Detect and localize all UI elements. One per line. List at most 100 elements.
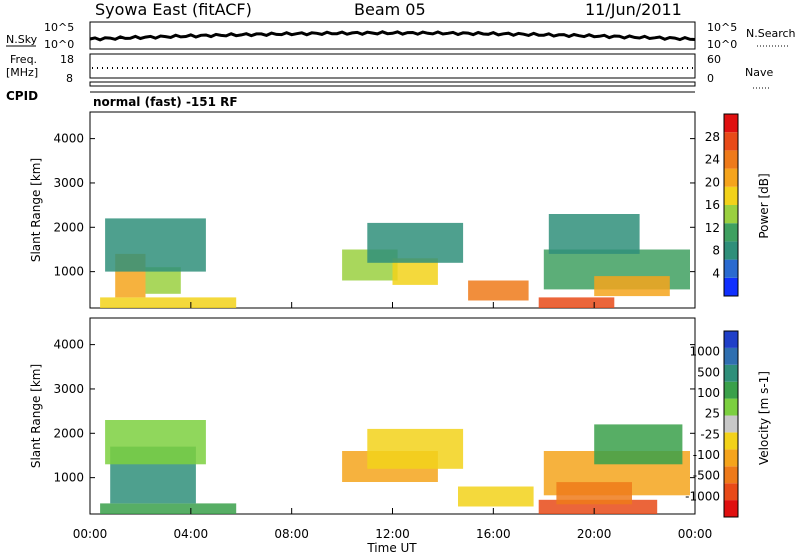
- nsky-label: N.Sky: [6, 33, 38, 46]
- nsearch-label: N.Search: [746, 27, 796, 40]
- colorbar-frame: [723, 113, 739, 297]
- cpid-value: normal (fast) -151 RF: [93, 95, 238, 109]
- y-tick-label: 4000: [53, 338, 84, 352]
- colorbar-tick-label: 1000: [689, 345, 720, 359]
- velocity-colorbar-label: Velocity [m s-1]: [757, 371, 771, 465]
- power-colorbar: 4 8 12 16 20 24 28: [705, 113, 739, 297]
- echo-region: [105, 420, 206, 465]
- echo-region: [367, 428, 464, 469]
- echo-region: [367, 222, 464, 263]
- nsky-tick-high: 10^5: [44, 21, 74, 34]
- nsearch-tick-low: 10^0: [707, 38, 737, 51]
- colorbar-swatch: [724, 381, 738, 399]
- echo-region: [556, 482, 632, 505]
- echo-region: [538, 297, 615, 308]
- power-ylabel: Slant Range [km]: [29, 158, 43, 262]
- y-tick-label: 1000: [53, 471, 84, 485]
- colorbar-tick-label: 4: [712, 266, 720, 280]
- x-tick-label: 20:00: [577, 527, 612, 541]
- date-label: 11/Jun/2011: [585, 0, 682, 19]
- colorbar-swatch: [724, 277, 738, 296]
- nave-tick-high: 60: [707, 53, 721, 66]
- colorbar-swatch: [724, 241, 738, 260]
- colorbar-tick-label: 20: [705, 175, 720, 189]
- x-tick-label: 08:00: [274, 527, 309, 541]
- echo-region: [145, 267, 181, 294]
- colorbar-tick-label: 12: [705, 221, 720, 235]
- colorbar-swatch: [724, 398, 738, 416]
- cpid-bar: [89, 81, 696, 87]
- colorbar-tick-label: 500: [697, 365, 720, 379]
- colorbar-swatch: [724, 186, 738, 205]
- x-ticks: 00:00 04:00 08:00 12:00 16:00 20:00 00:00: [73, 302, 713, 541]
- freq-panel-frame: [89, 53, 696, 79]
- echo-region: [458, 486, 534, 507]
- freq-tick-low: 8: [66, 72, 73, 85]
- colorbar-frame: [723, 330, 739, 518]
- freq-label: Freq.: [10, 53, 37, 66]
- y-tick-label: 2000: [53, 426, 84, 440]
- echo-region: [594, 424, 683, 465]
- colorbar-tick-label: 28: [705, 130, 720, 144]
- freq-units-label: [MHz]: [6, 66, 38, 79]
- x-tick-label: 00:00: [678, 527, 713, 541]
- freq-tick-high: 18: [60, 53, 74, 66]
- power-panel: 1000 2000 3000 4000 Slant Range [km]: [29, 111, 696, 309]
- colorbar-swatch: [724, 150, 738, 169]
- power-regions: [100, 214, 690, 308]
- x-tick-label: 04:00: [174, 527, 209, 541]
- colorbar-swatch: [724, 432, 738, 450]
- nave-label: Nave: [745, 66, 773, 79]
- echo-region: [548, 214, 640, 254]
- velocity-panel: 1000 2000 3000 4000 Slant Range [km]: [29, 317, 696, 515]
- colorbar-swatch: [724, 331, 738, 348]
- colorbar-tick-label: 24: [705, 153, 720, 167]
- colorbar-swatch: [724, 259, 738, 278]
- colorbar-swatch: [724, 483, 738, 501]
- echo-region: [100, 297, 237, 308]
- colorbar-swatch: [724, 132, 738, 151]
- station-title: Syowa East (fitACF): [95, 0, 252, 19]
- echo-region: [100, 503, 237, 514]
- colorbar-swatch: [724, 347, 738, 365]
- x-tick-label: 12:00: [375, 527, 410, 541]
- x-axis-label: Time UT: [366, 541, 417, 554]
- colorbar-swatch: [724, 415, 738, 433]
- colorbar-swatch: [724, 168, 738, 187]
- nsky-panel-frame: [89, 21, 696, 50]
- colorbar-tick-label: -25: [700, 427, 720, 441]
- y-tick-label: 2000: [53, 220, 84, 234]
- nsky-tick-low: 10^0: [44, 38, 74, 51]
- colorbar-swatch: [724, 205, 738, 224]
- echo-region: [105, 218, 206, 272]
- colorbar-tick-label: 25: [705, 407, 720, 421]
- y-tick-label: 3000: [53, 176, 84, 190]
- colorbar-tick-label: 16: [705, 198, 720, 212]
- colorbar-tick-label: -1000: [685, 489, 720, 503]
- nsky-trace: [89, 30, 696, 42]
- beam-label: Beam 05: [354, 0, 426, 19]
- colorbar-swatch: [724, 223, 738, 242]
- velocity-ylabel: Slant Range [km]: [29, 364, 43, 468]
- colorbar-swatch: [724, 500, 738, 517]
- velocity-colorbar: -1000 -500 -100 -25 25 100 500 1000: [685, 330, 739, 518]
- echo-region: [594, 276, 670, 297]
- echo-region: [468, 280, 529, 301]
- velocity-yticks: 1000 2000 3000 4000: [53, 338, 695, 485]
- x-tick-label: 16:00: [476, 527, 511, 541]
- colorbar-swatch: [724, 114, 738, 133]
- y-tick-label: 1000: [53, 265, 84, 279]
- x-tick-label: 00:00: [73, 527, 108, 541]
- nave-tick-low: 0: [707, 72, 714, 85]
- colorbar-tick-label: -100: [693, 448, 720, 462]
- colorbar-tick-label: 100: [697, 386, 720, 400]
- colorbar-swatch: [724, 449, 738, 467]
- colorbar-tick-label: -500: [693, 469, 720, 483]
- colorbar-tick-label: 8: [712, 244, 720, 258]
- cpid-label: CPID: [6, 89, 38, 103]
- power-yticks: 1000 2000 3000 4000: [53, 132, 695, 279]
- y-tick-label: 4000: [53, 132, 84, 146]
- velocity-regions: [100, 420, 690, 514]
- colorbar-swatch: [724, 364, 738, 382]
